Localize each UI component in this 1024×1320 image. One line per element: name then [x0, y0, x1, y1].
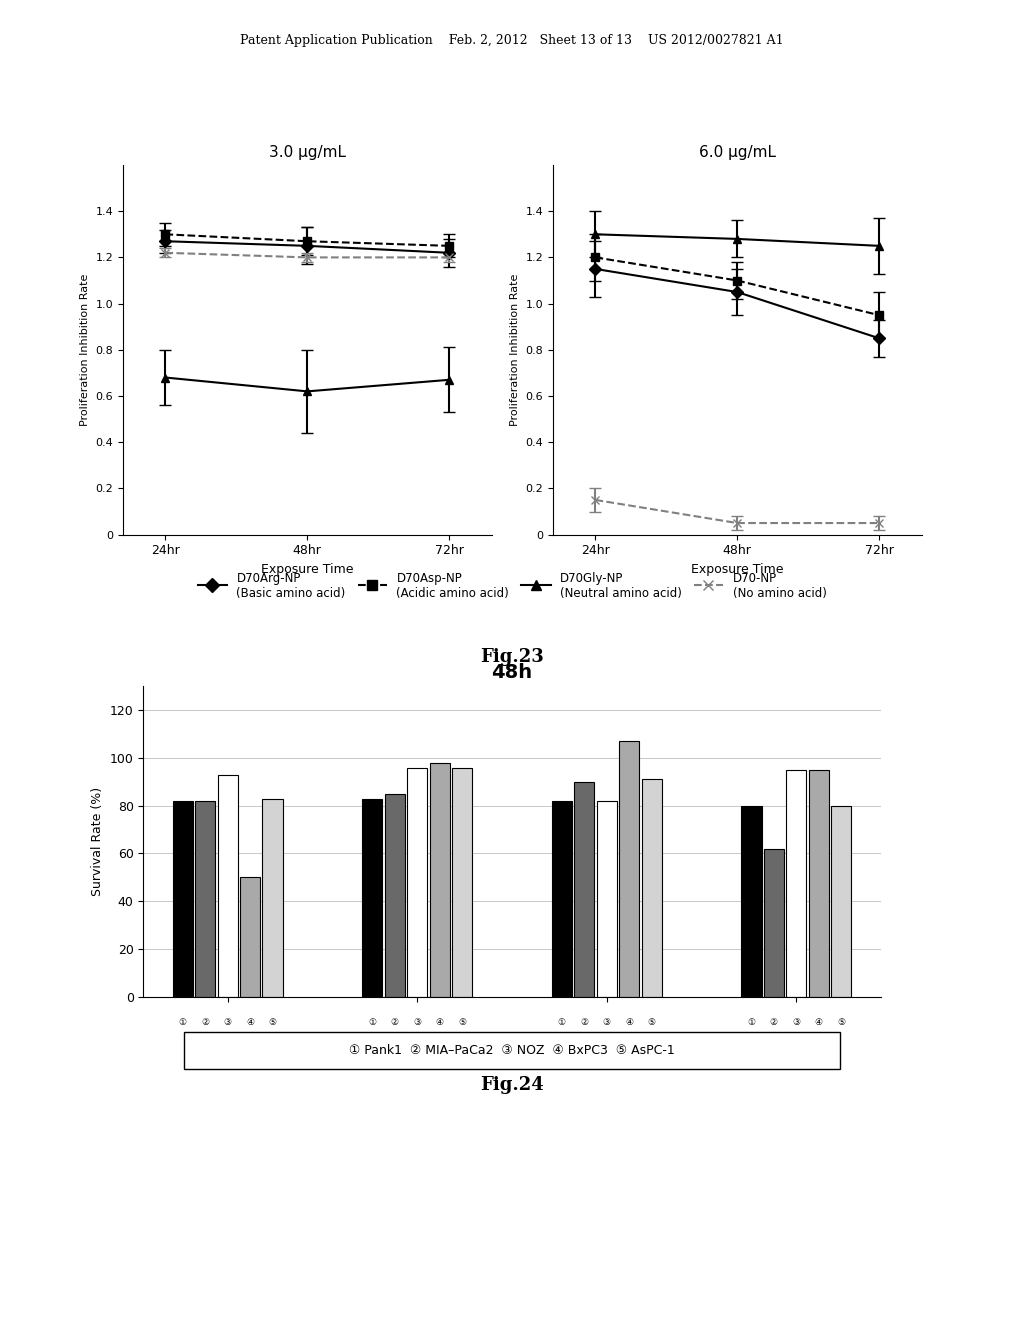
Title: 48h: 48h	[492, 663, 532, 682]
Legend: D70Arg-NP
(Basic amino acid), D70Asp-NP
(Acidic amino acid), D70Gly-NP
(Neutral : D70Arg-NP (Basic amino acid), D70Asp-NP …	[193, 566, 831, 605]
Text: ②: ②	[201, 1018, 209, 1027]
Text: D70Asp-NP: D70Asp-NP	[193, 1040, 262, 1052]
Text: ③: ③	[603, 1018, 611, 1027]
Text: ④: ④	[626, 1018, 633, 1027]
Text: ②: ②	[770, 1018, 778, 1027]
Text: Fig.23: Fig.23	[480, 648, 544, 667]
Bar	[642, 779, 662, 997]
Bar	[452, 767, 472, 997]
Y-axis label: Survival Rate (%): Survival Rate (%)	[91, 787, 104, 896]
Text: ① Pank1  ② MIA–PaCa2  ③ NOZ  ④ BxPC3  ⑤ AsPC-1: ① Pank1 ② MIA–PaCa2 ③ NOZ ④ BxPC3 ⑤ AsPC…	[349, 1044, 675, 1057]
Text: D70Gly-NP: D70Gly-NP	[573, 1040, 640, 1052]
Bar	[809, 770, 829, 997]
Bar	[831, 805, 851, 997]
Title: 3.0 μg/mL: 3.0 μg/mL	[268, 145, 346, 160]
Text: ①: ①	[369, 1018, 377, 1027]
Text: D70Arg-NP: D70Arg-NP	[383, 1040, 452, 1052]
Text: ②: ②	[581, 1018, 589, 1027]
Bar	[262, 799, 283, 997]
Bar	[620, 742, 639, 997]
Text: ②: ②	[391, 1018, 398, 1027]
Text: ③: ③	[793, 1018, 801, 1027]
Text: ⑤: ⑤	[268, 1018, 276, 1027]
Text: ④: ④	[815, 1018, 823, 1027]
Bar	[362, 799, 382, 997]
Y-axis label: Proliferation Inhibition Rate: Proliferation Inhibition Rate	[80, 273, 90, 426]
Text: ③: ③	[413, 1018, 421, 1027]
Bar	[195, 801, 215, 997]
Bar	[552, 801, 572, 997]
Text: D70-NP: D70-NP	[773, 1040, 820, 1052]
Text: ⑤: ⑤	[647, 1018, 655, 1027]
Bar	[597, 801, 616, 997]
Text: ⑤: ⑤	[458, 1018, 466, 1027]
Title: 6.0 μg/mL: 6.0 μg/mL	[698, 145, 776, 160]
Text: ③: ③	[223, 1018, 231, 1027]
Bar	[429, 763, 450, 997]
Text: ①: ①	[748, 1018, 756, 1027]
Text: ①: ①	[558, 1018, 566, 1027]
Text: ④: ④	[435, 1018, 443, 1027]
Bar	[764, 849, 784, 997]
Bar	[173, 801, 193, 997]
X-axis label: Exposure Time: Exposure Time	[691, 562, 783, 576]
X-axis label: Exposure Time: Exposure Time	[261, 562, 353, 576]
Bar	[217, 775, 238, 997]
Bar	[408, 767, 427, 997]
Text: ④: ④	[246, 1018, 254, 1027]
Text: Patent Application Publication    Feb. 2, 2012   Sheet 13 of 13    US 2012/00278: Patent Application Publication Feb. 2, 2…	[241, 34, 783, 48]
Text: ⑤: ⑤	[838, 1018, 846, 1027]
Text: ①: ①	[178, 1018, 186, 1027]
Bar	[385, 793, 404, 997]
Bar	[240, 878, 260, 997]
Text: Fig.24: Fig.24	[480, 1076, 544, 1094]
Bar	[574, 781, 595, 997]
Bar	[741, 805, 762, 997]
Bar	[786, 770, 807, 997]
Y-axis label: Proliferation Inhibition Rate: Proliferation Inhibition Rate	[510, 273, 520, 426]
